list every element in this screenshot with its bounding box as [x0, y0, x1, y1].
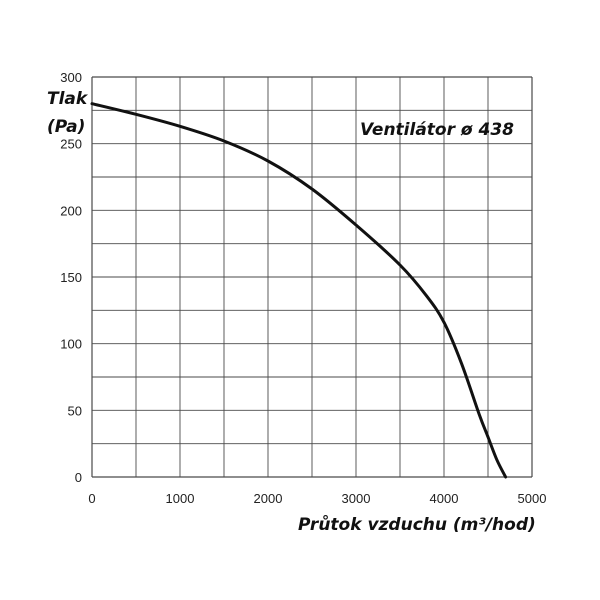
y-tick-label: 50 [68, 403, 82, 418]
y-tick-label: 0 [75, 470, 82, 485]
fan-curve-line [90, 102, 508, 479]
x-axis-label: Průtok vzduchu (m³/hod) [298, 514, 536, 535]
x-tick-label: 4000 [430, 491, 459, 506]
x-tick-label: 5000 [518, 491, 547, 506]
chart-annotation: Ventilátor ø 438 [360, 120, 514, 140]
x-tick-label: 2000 [254, 491, 283, 506]
y-axis-label-line1: Tlak [47, 89, 89, 109]
y-tick-label: 150 [60, 270, 82, 285]
y-tick-label: 100 [60, 337, 82, 352]
y-tick-label: 300 [60, 70, 82, 85]
x-tick-label: 3000 [342, 491, 371, 506]
grid [91, 76, 533, 478]
x-tick-label: 0 [88, 491, 95, 506]
tick-labels: 0 1000 2000 3000 4000 5000 0 50 100 150 200 250 300 [60, 70, 546, 506]
y-tick-label: 250 [60, 137, 82, 152]
x-tick-label: 1000 [166, 491, 195, 506]
y-axis-label-line2: (Pa) [47, 117, 85, 137]
y-tick-label: 200 [60, 203, 82, 218]
